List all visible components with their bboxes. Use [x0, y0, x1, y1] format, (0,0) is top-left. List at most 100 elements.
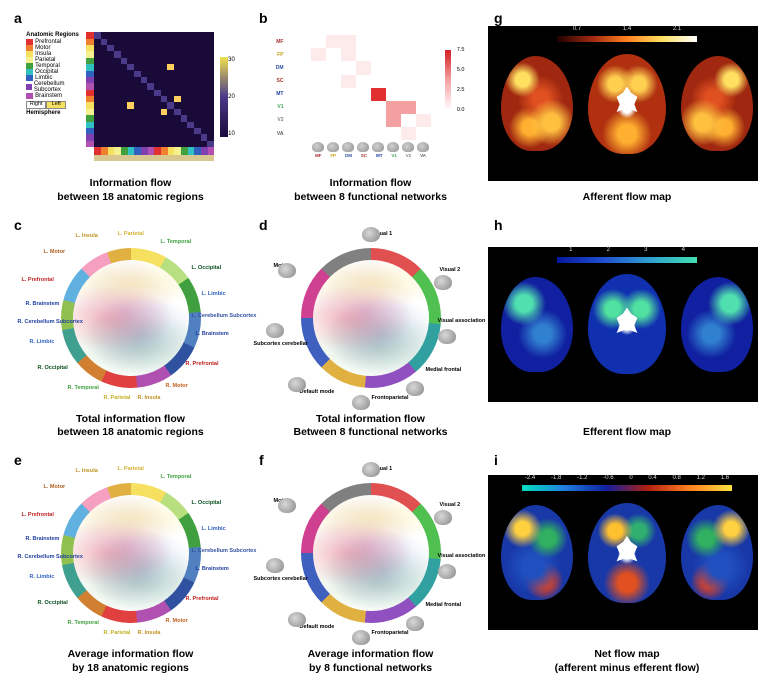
- chord-label: Default mode: [300, 389, 335, 395]
- panel-g: g 0.71.42.1 Afferent flow map: [488, 8, 758, 215]
- brain-icon: [352, 630, 370, 645]
- panel-a-caption: Information flowbetween 18 anatomic regi…: [53, 171, 207, 214]
- panel-d-label: d: [259, 217, 268, 233]
- brain-icon: [362, 462, 380, 477]
- legend-row: Brainstem: [26, 93, 82, 99]
- chord-label: Subcortex cerebellar: [254, 576, 308, 582]
- brain-right-lateral: [681, 56, 753, 151]
- chord-label: L. Motor: [44, 484, 66, 490]
- panel-c-vis: L. ParietalL. TemporalL. OccipitalL. Lim…: [8, 215, 253, 407]
- brain-icon: [434, 510, 452, 525]
- chord-anatomic-total: L. ParietalL. TemporalL. OccipitalL. Lim…: [36, 233, 226, 403]
- chord-label: L. Brainstem: [196, 331, 229, 337]
- brain-icon: [387, 142, 399, 152]
- heatmap-18x18: [94, 32, 214, 161]
- chord-anatomic-avg: L. ParietalL. TemporalL. OccipitalL. Lim…: [36, 468, 226, 638]
- chord-network-total: Visual 1Visual 2Visual associationMedial…: [276, 233, 466, 403]
- chord-label: Default mode: [300, 624, 335, 630]
- chord-label: Medial frontal: [426, 367, 462, 373]
- chord-label: R. Brainstem: [26, 301, 60, 307]
- panel-b: b MFFPDMSCMTV1V2VA 7.55.02.50.0 MFFPDMSC…: [253, 8, 488, 215]
- brain-icon: [278, 263, 296, 278]
- chord-label: R. Parietal: [104, 630, 131, 636]
- chord-label: Visual 2: [440, 267, 461, 273]
- panel-d: d Visual 1Visual 2Visual associationMedi…: [253, 215, 488, 450]
- brain-icon: [434, 275, 452, 290]
- panel-h: h 1234 Efferent flow map: [488, 215, 758, 450]
- brain-axial: [588, 274, 666, 374]
- network-col-labels: MFFPDMSCMTV1V2VA: [311, 153, 431, 158]
- panel-d-vis: Visual 1Visual 2Visual associationMedial…: [253, 215, 488, 407]
- panel-c: c L. ParietalL. TemporalL. OccipitalL. L…: [8, 215, 253, 450]
- chord-label: Medial frontal: [426, 602, 462, 608]
- legend-row: Cerebellum Subcortex: [26, 81, 82, 93]
- chord-label: L. Occipital: [192, 265, 222, 271]
- chord-label: R. Motor: [166, 618, 188, 624]
- colorbar-i-ticks: -2.4-1.8-1.2-0.600.40.81.21.6: [517, 475, 737, 481]
- chord-label: L. Insula: [76, 233, 98, 239]
- brain-icon: [266, 558, 284, 573]
- chord-label: Subcortex cerebellar: [254, 341, 308, 347]
- panel-g-vis: 0.71.42.1: [488, 8, 758, 185]
- chord-label: R. Limbic: [30, 339, 55, 345]
- brain-icon: [406, 616, 424, 631]
- panel-b-vis: MFFPDMSCMTV1V2VA 7.55.02.50.0 MFFPDMSCMT…: [253, 8, 488, 171]
- colorbar-a: [220, 57, 228, 137]
- chord-label: R. Limbic: [30, 574, 55, 580]
- panel-e: e L. ParietalL. TemporalL. OccipitalL. L…: [8, 450, 253, 685]
- hemi-title: Hemisphere: [26, 110, 82, 116]
- brain-map-efferent: 1234: [488, 247, 758, 402]
- chord-label: L. Parietal: [118, 231, 144, 237]
- chord-label: L. Temporal: [161, 474, 192, 480]
- brain-left-lateral: [501, 277, 573, 372]
- brain-map-net: -2.4-1.8-1.2-0.600.40.81.21.6: [488, 475, 758, 630]
- chord-label: R. Insula: [138, 395, 161, 401]
- brain-icon: [278, 498, 296, 513]
- brain-icon: [372, 142, 384, 152]
- panel-i: i -2.4-1.8-1.2-0.600.40.81.21.6 Net flow…: [488, 450, 758, 685]
- network-brain-icons: [311, 142, 431, 152]
- colorbar-h-ticks: 1234: [552, 247, 702, 253]
- chord-label: L. Prefrontal: [22, 277, 54, 283]
- chord-label: R. Prefrontal: [186, 361, 219, 367]
- hemisphere-legend: Right Left: [26, 101, 82, 109]
- chord-label: Frontoparietal: [372, 395, 409, 401]
- brain-map-afferent: 0.71.42.1: [488, 26, 758, 181]
- colorbar-a-ticks: 302010: [228, 57, 235, 137]
- brain-icon: [288, 377, 306, 392]
- panel-a-label: a: [14, 10, 22, 26]
- panel-c-label: c: [14, 217, 22, 233]
- brain-right-lateral: [681, 505, 753, 600]
- panel-f-label: f: [259, 452, 264, 468]
- panel-h-label: h: [494, 217, 503, 233]
- panel-i-label: i: [494, 452, 498, 468]
- chord-label: R. Prefrontal: [186, 596, 219, 602]
- brain-icon: [352, 395, 370, 410]
- brain-icon: [288, 612, 306, 627]
- chord-label: L. Motor: [44, 249, 66, 255]
- chord-label: R. Temporal: [68, 620, 99, 626]
- hemi-right: Right: [26, 101, 46, 109]
- brain-left-lateral: [501, 56, 573, 151]
- colorbar-i: [522, 485, 732, 491]
- chord-label: L. Parietal: [118, 466, 144, 472]
- brain-icon: [402, 142, 414, 152]
- panel-h-caption: Efferent flow map: [579, 420, 675, 450]
- brain-icon: [362, 227, 380, 242]
- panel-b-label: b: [259, 10, 268, 26]
- colorbar-g: [557, 36, 697, 42]
- brain-left-lateral: [501, 505, 573, 600]
- panel-c-caption: Total information flowbetween 18 anatomi…: [53, 407, 207, 450]
- brain-right-lateral: [681, 277, 753, 372]
- legend-title: Anatomic Regions: [26, 32, 82, 38]
- panel-f: f Visual 1Visual 2Visual associationMedi…: [253, 450, 488, 685]
- chord-label: L. Limbic: [202, 526, 226, 532]
- chord-label: L. Limbic: [202, 291, 226, 297]
- hemi-left: Left: [46, 101, 66, 109]
- heatmap-8x8: 7.55.02.50.0: [311, 35, 431, 140]
- brain-icon: [438, 564, 456, 579]
- panel-a-vis: Anatomic Regions PrefrontalMotorInsulaPa…: [8, 8, 253, 171]
- chord-label: R. Occipital: [38, 600, 68, 606]
- chord-label: R. Motor: [166, 383, 188, 389]
- panel-d-caption: Total information flowBetween 8 function…: [289, 407, 451, 450]
